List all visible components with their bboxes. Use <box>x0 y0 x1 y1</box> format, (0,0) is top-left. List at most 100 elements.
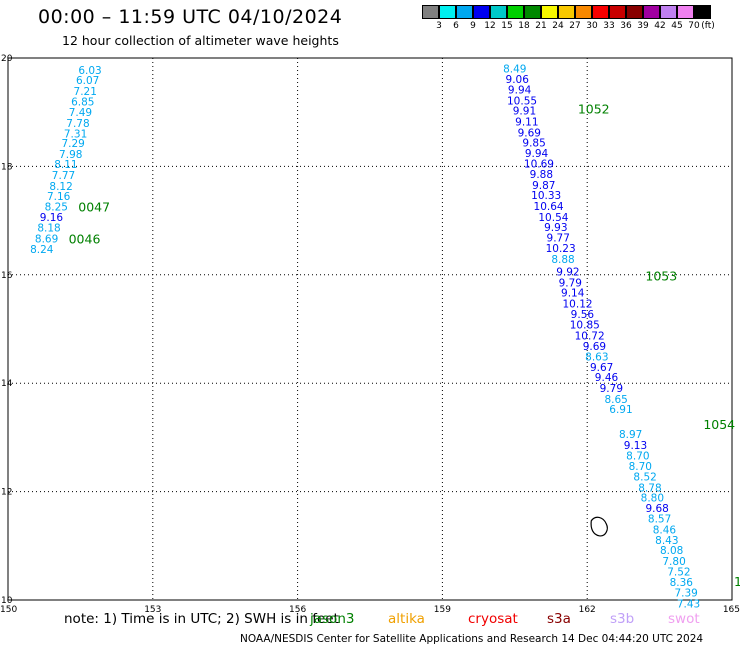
legend-label: 9 <box>470 21 476 31</box>
x-tick-label: 165 <box>723 605 740 615</box>
wave-height-value: 7.43 <box>677 598 700 610</box>
wave-height-value: 8.78 <box>638 482 661 494</box>
wave-height-value: 8.25 <box>45 202 68 214</box>
wave-height-value: 8.65 <box>604 394 627 406</box>
wave-height-value: 10.23 <box>546 243 576 255</box>
legend-swatch <box>694 5 711 19</box>
wave-height-value: 10.64 <box>534 201 564 213</box>
legend-swatch <box>558 5 575 19</box>
wave-height-value: 9.79 <box>559 277 582 289</box>
legend-swatch <box>541 5 558 19</box>
wave-height-value: 7.16 <box>47 191 71 203</box>
wave-height-value: 10.33 <box>531 190 561 202</box>
mission-label-jason3: jason3 <box>310 611 355 627</box>
wave-height-value: 9.06 <box>506 74 530 86</box>
mission-label-s3a: s3a <box>547 611 571 627</box>
legend-swatch <box>473 5 490 19</box>
wave-height-value: 6.07 <box>76 75 99 87</box>
wave-height-value: 8.88 <box>551 254 574 266</box>
wave-height-value: 8.12 <box>49 181 72 193</box>
wave-height-value: 8.70 <box>626 450 649 462</box>
legend-swatch <box>456 5 473 19</box>
wave-height-value: 7.31 <box>64 128 87 140</box>
wave-height-value: 7.78 <box>66 118 89 130</box>
wave-height-value: 9.16 <box>40 212 64 224</box>
legend-swatch <box>677 5 694 19</box>
mission-label-swot: swot <box>668 611 700 627</box>
legend-label: 39 <box>637 21 649 31</box>
legend-unit: (ft) <box>701 21 715 31</box>
legend-label: 70 <box>688 21 700 31</box>
wave-height-value: 7.39 <box>674 587 697 599</box>
map-frame <box>7 57 733 601</box>
y-tick-label: 10 <box>1 596 13 606</box>
pass-time-label: 1053 <box>645 268 677 283</box>
y-tick-label: 16 <box>1 271 13 281</box>
wave-height-value: 8.36 <box>670 577 694 589</box>
pass-time-label: 1054 <box>703 417 735 432</box>
wave-height-value: 9.67 <box>590 362 613 374</box>
wave-height-value: 8.24 <box>30 244 54 256</box>
legend-label: 18 <box>518 21 530 31</box>
legend-label: 27 <box>569 21 581 31</box>
wave-height-value: 8.63 <box>585 352 608 364</box>
legend-swatch <box>660 5 677 19</box>
island-outline <box>590 516 608 537</box>
y-tick-label: 18 <box>1 162 13 172</box>
x-tick-label: 150 <box>0 605 17 615</box>
x-tick-label: 153 <box>144 605 161 615</box>
wave-height-value: 8.49 <box>503 63 526 75</box>
wave-height-value: 8.52 <box>633 471 656 483</box>
legend-label: 33 <box>603 21 615 31</box>
wave-height-value: 9.87 <box>532 180 555 192</box>
pass-time-label: 1052 <box>578 101 610 116</box>
legend-swatch <box>609 5 626 19</box>
wave-height-value: 9.13 <box>624 440 647 452</box>
legend-swatch <box>422 5 439 19</box>
legend-label: 3 <box>436 21 442 31</box>
legend-label: 21 <box>535 21 547 31</box>
wave-height-value: 8.69 <box>35 233 58 245</box>
wave-height-value: 6.91 <box>609 404 632 416</box>
wave-height-value: 8.97 <box>619 429 642 441</box>
wave-height-value: 10.72 <box>575 331 605 343</box>
wave-height-value: 8.57 <box>648 514 671 526</box>
wave-height-value: 7.21 <box>74 86 97 98</box>
wave-height-value: 10.55 <box>507 95 537 107</box>
wave-height-value: 8.43 <box>655 535 678 547</box>
wave-height-value: 9.92 <box>556 267 579 279</box>
wave-height-value: 7.98 <box>59 149 82 161</box>
wave-height-value: 8.18 <box>37 223 60 235</box>
wave-height-value: 9.93 <box>544 222 567 234</box>
wave-height-value: 7.52 <box>667 566 690 578</box>
wave-height-value: 9.56 <box>571 309 595 321</box>
wave-height-value: 8.70 <box>629 461 652 473</box>
wave-height-value: 8.80 <box>641 493 664 505</box>
wave-height-value: 9.88 <box>530 169 553 181</box>
wave-height-value: 9.79 <box>600 383 623 395</box>
wave-height-value: 9.91 <box>513 106 536 118</box>
wave-height-value: 10.85 <box>570 320 600 332</box>
map-title: 00:00 – 11:59 UTC 04/10/2024 <box>38 6 343 28</box>
pass-time-label: 0047 <box>78 200 110 215</box>
legend-swatch <box>643 5 660 19</box>
wave-height-value: 9.14 <box>561 288 585 300</box>
wave-height-value: 9.69 <box>583 341 606 353</box>
legend-swatch <box>575 5 592 19</box>
legend-swatch <box>490 5 507 19</box>
legend-swatch <box>524 5 541 19</box>
legend-swatch <box>507 5 524 19</box>
wave-height-value: 8.08 <box>660 545 683 557</box>
wave-height-value: 9.11 <box>515 116 538 128</box>
mission-label-altika: altika <box>388 611 425 627</box>
legend-label: 30 <box>586 21 598 31</box>
credit-text: NOAA/NESDIS Center for Satellite Applica… <box>240 633 704 645</box>
x-tick-label: 156 <box>289 605 306 615</box>
wave-height-value: 9.68 <box>645 503 668 515</box>
x-tick-label: 159 <box>434 605 451 615</box>
wave-height-value: 7.29 <box>61 138 84 150</box>
wave-height-value: 7.77 <box>52 170 75 182</box>
legend-label: 42 <box>654 21 666 31</box>
mission-label-s3b: s3b <box>610 611 635 627</box>
